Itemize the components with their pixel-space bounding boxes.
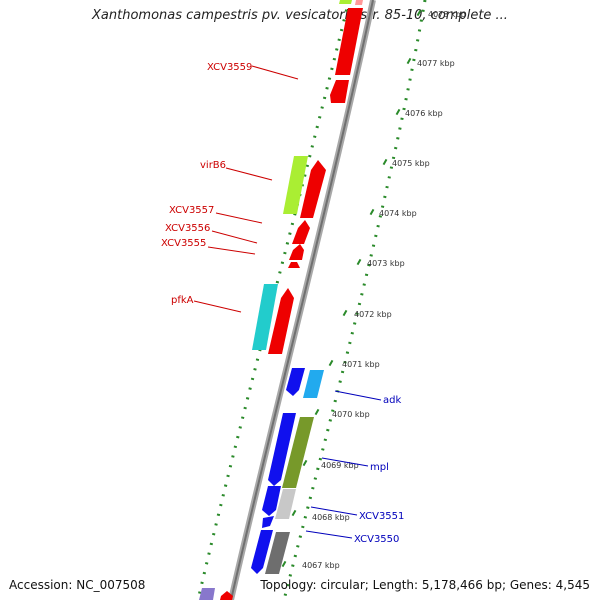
label-connector [305, 530, 353, 539]
kbp-tick [342, 309, 348, 317]
gene-feature[interactable] [303, 370, 324, 398]
gene-feature[interactable] [220, 591, 233, 600]
topology-label: Topology: circular [260, 578, 365, 592]
kbp-tick [314, 408, 320, 416]
forward-gene-labels: XCV3559 virB6 XCV3557 XCV3556 XCV3555 pf… [161, 62, 299, 313]
gene-feature[interactable] [330, 80, 349, 103]
label-connector [225, 167, 273, 181]
kbp-tick [395, 108, 401, 116]
gene-feature[interactable] [339, 0, 352, 4]
gene-label-XCV3551[interactable]: XCV3551 [359, 511, 404, 522]
label-connector [215, 212, 263, 224]
reverse-gene-labels: adk mpl XCV3551 XCV3550 [305, 390, 404, 545]
gene-feature[interactable] [251, 530, 273, 574]
label-connector [207, 246, 256, 255]
kbp-label: 4068 kbp [312, 513, 350, 522]
gene-label-virB6[interactable]: virB6 [200, 160, 226, 171]
gene-label-XCV3555[interactable]: XCV3555 [161, 238, 206, 249]
gene-label-XCV3550[interactable]: XCV3550 [354, 534, 399, 545]
gene-features [199, 0, 363, 600]
kbp-tick [406, 57, 412, 65]
gene-feature[interactable] [265, 532, 290, 574]
gene-feature[interactable] [300, 160, 326, 218]
kbp-label: 4075 kbp [392, 159, 430, 168]
label-connector [310, 506, 358, 516]
kbp-label: 4067 kbp [302, 561, 340, 570]
kbp-label: 4072 kbp [354, 310, 392, 319]
gene-feature[interactable] [262, 486, 281, 516]
kbp-label: 4077 kbp [417, 59, 455, 68]
kbp-label: 4071 kbp [342, 360, 380, 369]
gene-label-XCV3557[interactable]: XCV3557 [169, 205, 214, 216]
gene-feature[interactable] [268, 288, 294, 354]
gene-feature[interactable] [286, 368, 305, 396]
label-connector [321, 457, 369, 467]
gene-feature[interactable] [199, 588, 215, 600]
label-connector [211, 230, 258, 244]
backbone-core [230, 0, 374, 600]
gene-feature[interactable] [252, 284, 278, 350]
gene-feature[interactable] [355, 0, 363, 5]
kbp-tick [356, 258, 362, 266]
gene-feature[interactable] [275, 489, 296, 519]
map-title: Xanthomonas campestris pv. vesicatoria s… [92, 8, 508, 23]
kbp-label: 4073 kbp [367, 259, 405, 268]
kbp-tick [281, 560, 287, 568]
ruler-ticks: 4078 kbp 4077 kbp 4076 kbp 4075 kbp 4074… [281, 9, 466, 570]
gene-label-mpl[interactable]: mpl [370, 462, 389, 473]
gene-feature[interactable] [289, 244, 304, 260]
gene-feature[interactable] [262, 516, 274, 528]
genome-stats: Topology: circular; Length: 5,178,466 bp… [260, 578, 590, 592]
gene-feature[interactable] [283, 156, 308, 214]
kbp-label: 4076 kbp [405, 109, 443, 118]
gene-feature[interactable] [335, 8, 363, 75]
genes-label: Genes: 4,545 [509, 578, 590, 592]
kbp-label: 4070 kbp [332, 410, 370, 419]
gene-feature[interactable] [292, 220, 310, 244]
gene-label-XCV3559[interactable]: XCV3559 [207, 62, 252, 73]
gene-feature[interactable] [282, 417, 314, 488]
label-connector [251, 65, 299, 80]
label-connector [193, 300, 242, 313]
kbp-label: 4078 kbp [428, 10, 466, 19]
gene-label-XCV3556[interactable]: XCV3556 [165, 223, 210, 234]
gene-label-adk[interactable]: adk [383, 395, 401, 406]
gene-label-pfkA[interactable]: pfkA [171, 295, 194, 306]
kbp-tick [369, 208, 375, 216]
kbp-label: 4074 kbp [379, 209, 417, 218]
kbp-tick [382, 158, 388, 166]
kbp-tick [291, 509, 297, 517]
accession-label: Accession: NC_007508 [9, 578, 146, 592]
kbp-tick [416, 9, 422, 17]
length-label: Length: 5,178,466 bp [372, 578, 502, 592]
kbp-tick [302, 459, 308, 467]
label-connector [334, 390, 382, 401]
gene-feature[interactable] [288, 262, 300, 268]
kbp-label: 4069 kbp [321, 461, 359, 470]
kbp-tick [328, 359, 334, 367]
gene-feature[interactable] [268, 413, 296, 486]
